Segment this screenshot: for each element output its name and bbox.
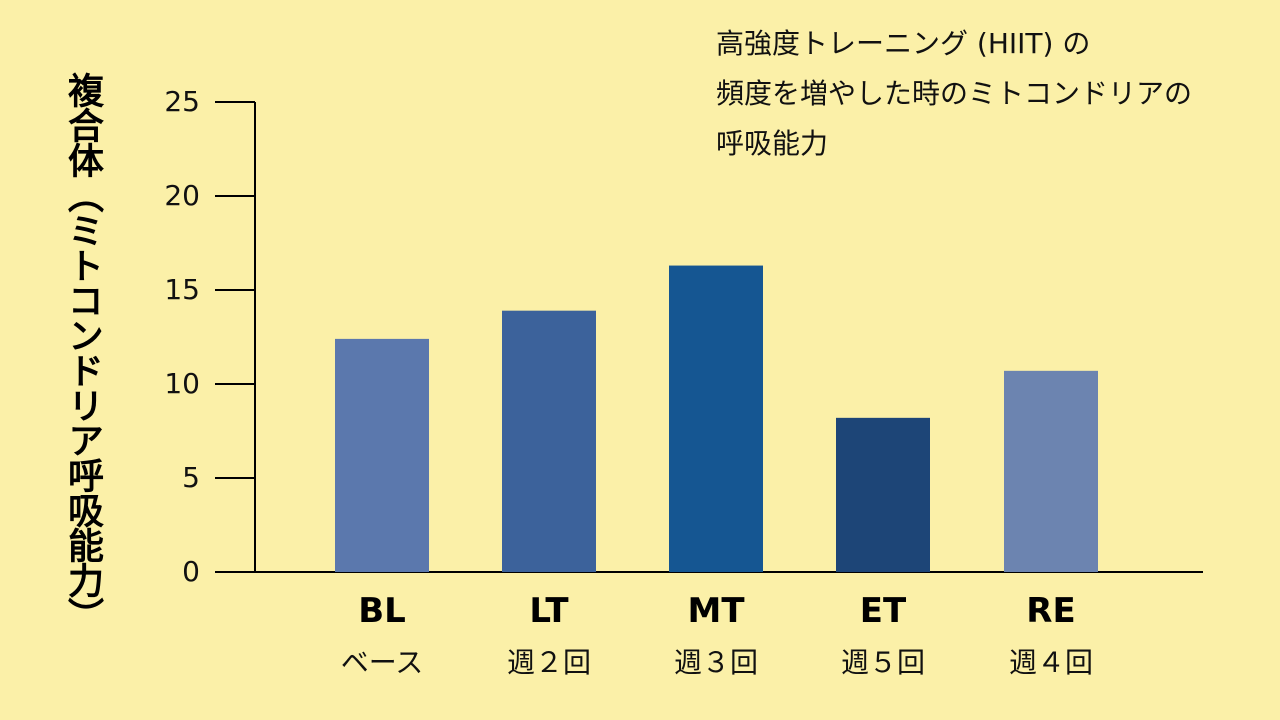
- y-axis-label: 複合体（ミトコンドリア呼吸能力）: [62, 72, 103, 632]
- x-sublabel-MT: 週３回: [674, 646, 758, 679]
- y-tick-label-10: 10: [164, 367, 200, 400]
- chart-title-line-1: 高強度トレーニング (HIIT) の: [716, 27, 1091, 60]
- bar-BL: [335, 338, 429, 572]
- bar-LT: [502, 310, 596, 572]
- x-category-label-LT: LT: [529, 591, 569, 631]
- y-tick-label-0: 0: [182, 555, 200, 588]
- bar-RE: [1004, 370, 1098, 572]
- x-sublabel-RE: 週４回: [1009, 646, 1093, 679]
- y-tick-label-25: 25: [164, 85, 200, 118]
- chart-title-line-3: 呼吸能力: [716, 127, 829, 160]
- bar-ET: [836, 417, 930, 572]
- x-category-label-ET: ET: [860, 591, 907, 631]
- x-category-label-RE: RE: [1026, 591, 1075, 631]
- x-category-label-BL: BL: [358, 591, 406, 631]
- x-category-label-MT: MT: [687, 591, 745, 631]
- bar-MT: [669, 265, 763, 572]
- y-tick-label-15: 15: [164, 273, 200, 306]
- y-tick-label-20: 20: [164, 179, 200, 212]
- y-tick-label-5: 5: [182, 461, 200, 494]
- x-sublabel-ET: 週５回: [841, 646, 925, 679]
- x-sublabel-BL: ベース: [341, 646, 424, 679]
- x-sublabel-LT: 週２回: [507, 646, 591, 679]
- chart-title-line-2: 頻度を増やした時のミトコンドリアの: [716, 77, 1193, 110]
